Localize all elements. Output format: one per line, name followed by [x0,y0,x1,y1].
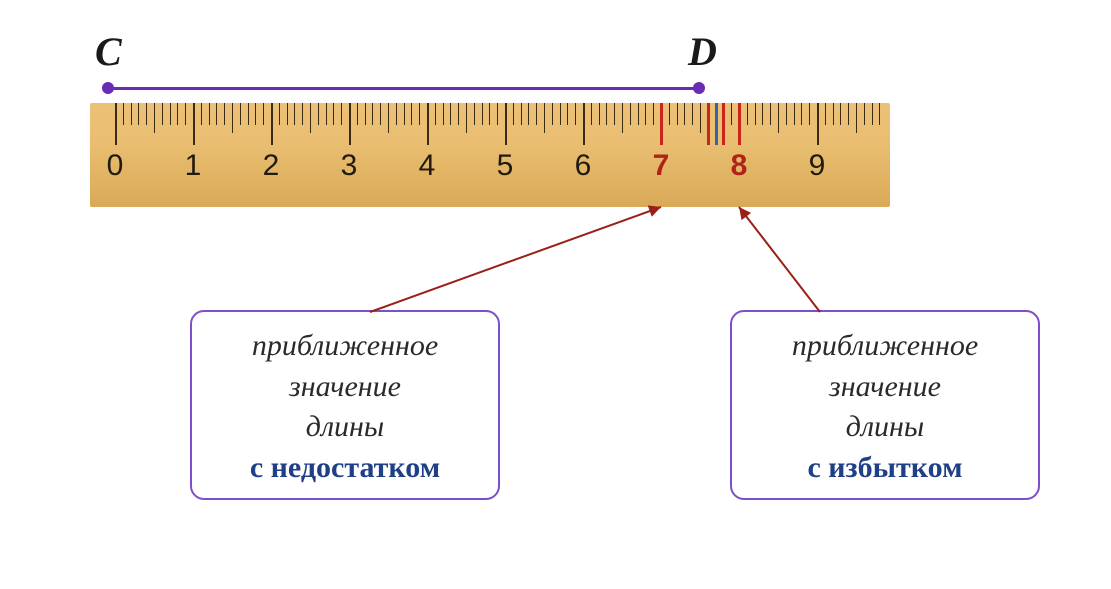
arrow-right [0,0,1111,589]
